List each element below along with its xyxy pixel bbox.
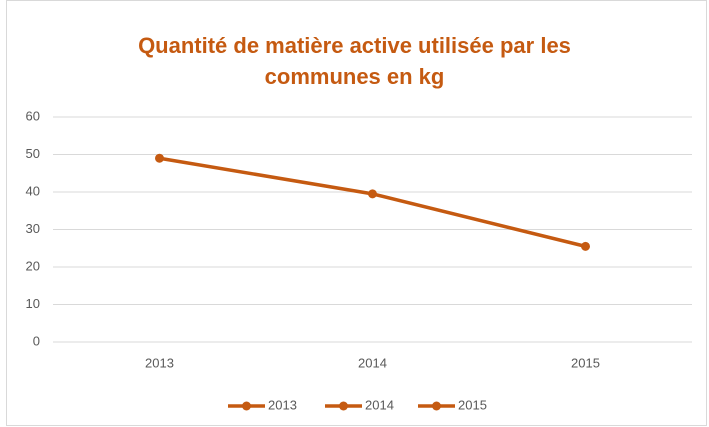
legend-label: 2013 bbox=[268, 397, 297, 412]
data-point bbox=[368, 189, 377, 199]
chart-title: Quantité de matière active utilisée par … bbox=[138, 33, 571, 89]
y-tick-label: 30 bbox=[26, 221, 40, 236]
y-tick-label: 0 bbox=[33, 333, 40, 348]
legend-marker bbox=[339, 401, 348, 411]
series-line bbox=[159, 156, 586, 249]
x-tick-label: 2013 bbox=[145, 355, 174, 370]
legend-label: 2014 bbox=[365, 397, 394, 412]
x-tick-label: 2014 bbox=[358, 355, 387, 370]
legend-marker bbox=[242, 401, 251, 411]
legend-marker bbox=[432, 401, 441, 411]
y-tick-label: 10 bbox=[26, 296, 40, 311]
y-tick-label: 60 bbox=[26, 108, 40, 123]
y-tick-label: 20 bbox=[26, 258, 40, 273]
data-point bbox=[581, 241, 590, 251]
y-tick-label: 50 bbox=[26, 146, 40, 161]
x-tick-label: 2015 bbox=[571, 355, 600, 370]
y-tick-label: 40 bbox=[26, 183, 40, 198]
legend-label: 2015 bbox=[458, 397, 487, 412]
chart-border bbox=[6, 0, 707, 426]
data-point bbox=[155, 153, 164, 163]
